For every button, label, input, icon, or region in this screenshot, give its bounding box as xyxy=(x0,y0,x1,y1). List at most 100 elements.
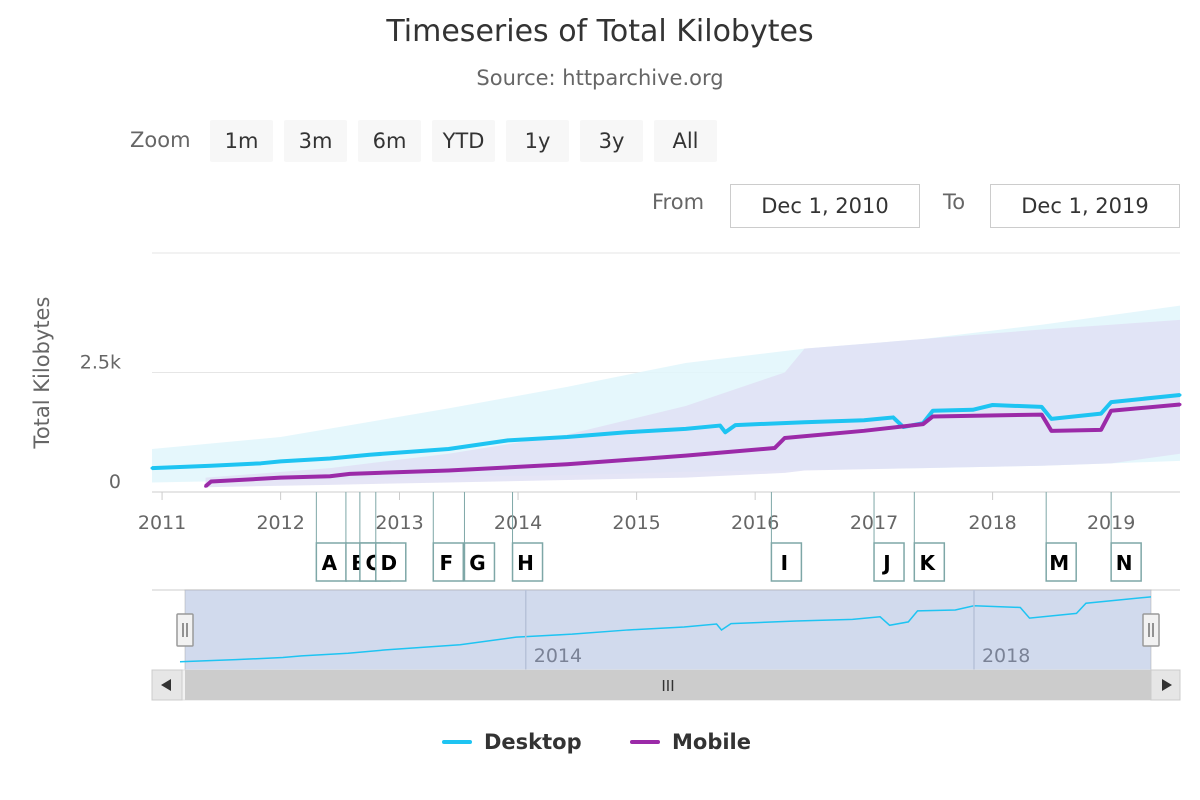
desktop-series-point xyxy=(1178,393,1182,397)
y-tick-label: 2.5k xyxy=(80,352,121,374)
desktop-series-point xyxy=(1040,405,1044,409)
flag-box xyxy=(432,542,465,582)
legend-label-desktop: Desktop xyxy=(484,730,582,754)
flag-box xyxy=(511,542,544,582)
mobile-series-point xyxy=(1178,403,1182,407)
zoom-3m-button[interactable]: 3m xyxy=(284,120,347,162)
flag-label-h: H xyxy=(517,551,534,575)
chevron-right-icon xyxy=(1162,679,1172,691)
mobile-series-line xyxy=(204,402,1181,488)
x-tick-label: 2011 xyxy=(138,512,186,534)
to-label: To xyxy=(943,190,966,214)
flag-box xyxy=(913,542,946,582)
desktop-series-point xyxy=(891,415,895,419)
desktop-series-point xyxy=(1049,417,1053,421)
desktop-series-point xyxy=(718,424,722,428)
zoom-label: Zoom xyxy=(130,128,191,152)
zoom-1y-button[interactable]: 1y xyxy=(506,120,569,162)
flag-label-g: G xyxy=(469,551,485,575)
y-tick-label: 0 xyxy=(109,471,121,493)
handle-body xyxy=(1142,613,1160,647)
legend-label-mobile: Mobile xyxy=(672,730,751,754)
navigator-left-handle[interactable] xyxy=(176,613,194,647)
desktop-series-point xyxy=(328,457,332,461)
desktop-series-point xyxy=(723,430,727,434)
zoom-1m-button[interactable]: 1m xyxy=(210,120,273,162)
navigator-desktop-line xyxy=(179,596,1152,663)
desktop-series-point xyxy=(209,464,213,468)
mobile-series-point xyxy=(204,484,208,488)
mobile-series-point xyxy=(921,422,925,426)
flag-label-f: F xyxy=(439,551,453,575)
flag-label-m: M xyxy=(1049,551,1069,575)
navigator-right-handle[interactable] xyxy=(1142,613,1160,647)
desktop-series-point xyxy=(931,409,935,413)
mobile-series-point xyxy=(783,436,787,440)
mobile-series-point xyxy=(1109,409,1113,413)
navigator-year-label: 2018 xyxy=(982,645,1030,667)
desktop-series-point xyxy=(368,453,372,457)
flag-label-j: J xyxy=(881,551,890,575)
mobile-series-point xyxy=(1099,428,1103,432)
flag-box xyxy=(375,542,407,582)
desktop-series-point xyxy=(625,430,629,434)
chevron-left-icon xyxy=(161,679,171,691)
flag-box xyxy=(463,542,496,582)
mobile-series-point xyxy=(328,474,332,478)
flag-label-a: A xyxy=(322,551,338,575)
y-axis-title: Total Kilobytes xyxy=(30,297,54,450)
zoom-6m-button[interactable]: 6m xyxy=(358,120,421,162)
from-label: From xyxy=(652,190,705,214)
flag-label-k: K xyxy=(920,551,937,575)
scrollbar-grip: III xyxy=(661,677,674,695)
desktop-series-point xyxy=(971,408,975,412)
mobile-series-point xyxy=(447,468,451,472)
legend-item-mobile[interactable]: Mobile xyxy=(630,730,751,754)
desktop-series-point xyxy=(150,466,154,470)
zoom-ytd-button[interactable]: YTD xyxy=(432,120,495,162)
flag-box xyxy=(315,542,348,582)
x-tick-label: 2016 xyxy=(731,512,779,534)
chart-subtitle: Source: httparchive.org xyxy=(476,66,724,90)
zoom-all-button[interactable]: All xyxy=(654,120,717,162)
mobile-series-point xyxy=(773,446,777,450)
desktop-series-point xyxy=(506,438,510,442)
handle-body xyxy=(176,613,194,647)
chart-title: Timeseries of Total Kilobytes xyxy=(386,14,814,49)
navigator-year-label: 2014 xyxy=(534,645,582,667)
to-date-input[interactable]: Dec 1, 2019 xyxy=(990,184,1180,228)
legend-swatch-mobile xyxy=(630,740,660,744)
mobile-series-point xyxy=(931,414,935,418)
flag-label-n: N xyxy=(1116,551,1133,575)
flag-box xyxy=(873,542,905,582)
mobile-series-point xyxy=(1049,429,1053,433)
x-tick-label: 2012 xyxy=(256,512,304,534)
mobile-series-point xyxy=(348,472,352,476)
scrollbar-thumb[interactable] xyxy=(185,670,1151,700)
flag-box xyxy=(770,542,803,582)
desktop-series-point xyxy=(565,435,569,439)
legend-swatch-desktop xyxy=(442,740,472,744)
mobile-range-band xyxy=(205,319,1181,488)
mobile-series-point xyxy=(209,479,213,483)
desktop-series-point xyxy=(259,461,263,465)
flag-box xyxy=(1110,542,1142,582)
x-tick-label: 2013 xyxy=(375,512,423,534)
desktop-series-point xyxy=(1099,412,1103,416)
desktop-series-point xyxy=(684,427,688,431)
mobile-series-point xyxy=(862,429,866,433)
legend-item-desktop[interactable]: Desktop xyxy=(442,730,582,754)
zoom-3y-button[interactable]: 3y xyxy=(580,120,643,162)
from-date-input[interactable]: Dec 1, 2010 xyxy=(730,184,920,228)
mobile-series-point xyxy=(684,454,688,458)
desktop-series-point xyxy=(991,403,995,407)
x-tick-label: 2015 xyxy=(612,512,660,534)
desktop-series-point xyxy=(862,418,866,422)
x-tick-label: 2014 xyxy=(494,512,542,534)
desktop-series-point xyxy=(803,420,807,424)
flag-label-d: D xyxy=(380,551,397,575)
desktop-series-point xyxy=(279,459,283,463)
flag-box xyxy=(1045,542,1077,582)
flag-label-i: I xyxy=(781,551,788,575)
